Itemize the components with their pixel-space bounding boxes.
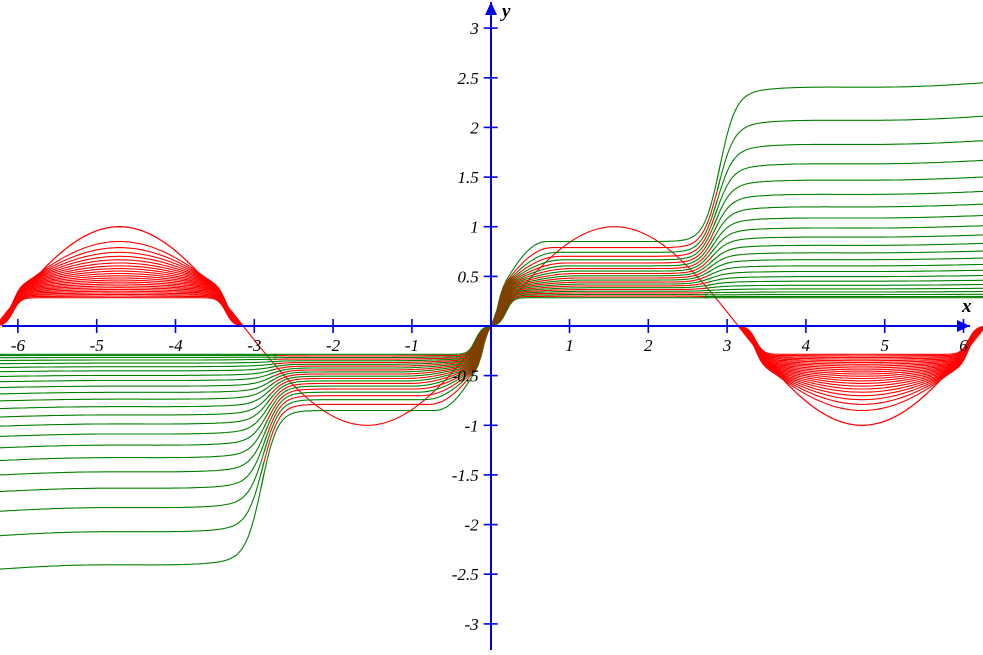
svg-text:-3: -3 (247, 336, 261, 355)
svg-text:-2: -2 (326, 336, 341, 355)
svg-text:5: 5 (880, 336, 889, 355)
svg-text:-1: -1 (465, 416, 479, 435)
svg-text:-2.5: -2.5 (452, 565, 479, 584)
svg-text:2: 2 (644, 336, 653, 355)
svg-text:3: 3 (722, 336, 732, 355)
svg-text:1: 1 (470, 218, 479, 237)
svg-text:6: 6 (959, 336, 968, 355)
svg-text:2: 2 (470, 118, 479, 137)
svg-text:-4: -4 (168, 336, 183, 355)
svg-text:1: 1 (565, 336, 574, 355)
svg-text:-1.5: -1.5 (452, 466, 479, 485)
svg-text:-1: -1 (405, 336, 419, 355)
svg-text:-2: -2 (465, 516, 480, 535)
svg-text:-5: -5 (90, 336, 104, 355)
svg-text:x: x (961, 296, 972, 317)
svg-text:0.5: 0.5 (457, 267, 478, 286)
svg-text:y: y (500, 1, 511, 22)
svg-text:4: 4 (802, 336, 811, 355)
svg-text:1.5: 1.5 (457, 168, 478, 187)
svg-text:-6: -6 (11, 336, 26, 355)
svg-text:-0.5: -0.5 (452, 367, 479, 386)
svg-text:2.5: 2.5 (457, 69, 478, 88)
svg-text:3: 3 (469, 19, 479, 38)
svg-text:-3: -3 (465, 615, 479, 634)
